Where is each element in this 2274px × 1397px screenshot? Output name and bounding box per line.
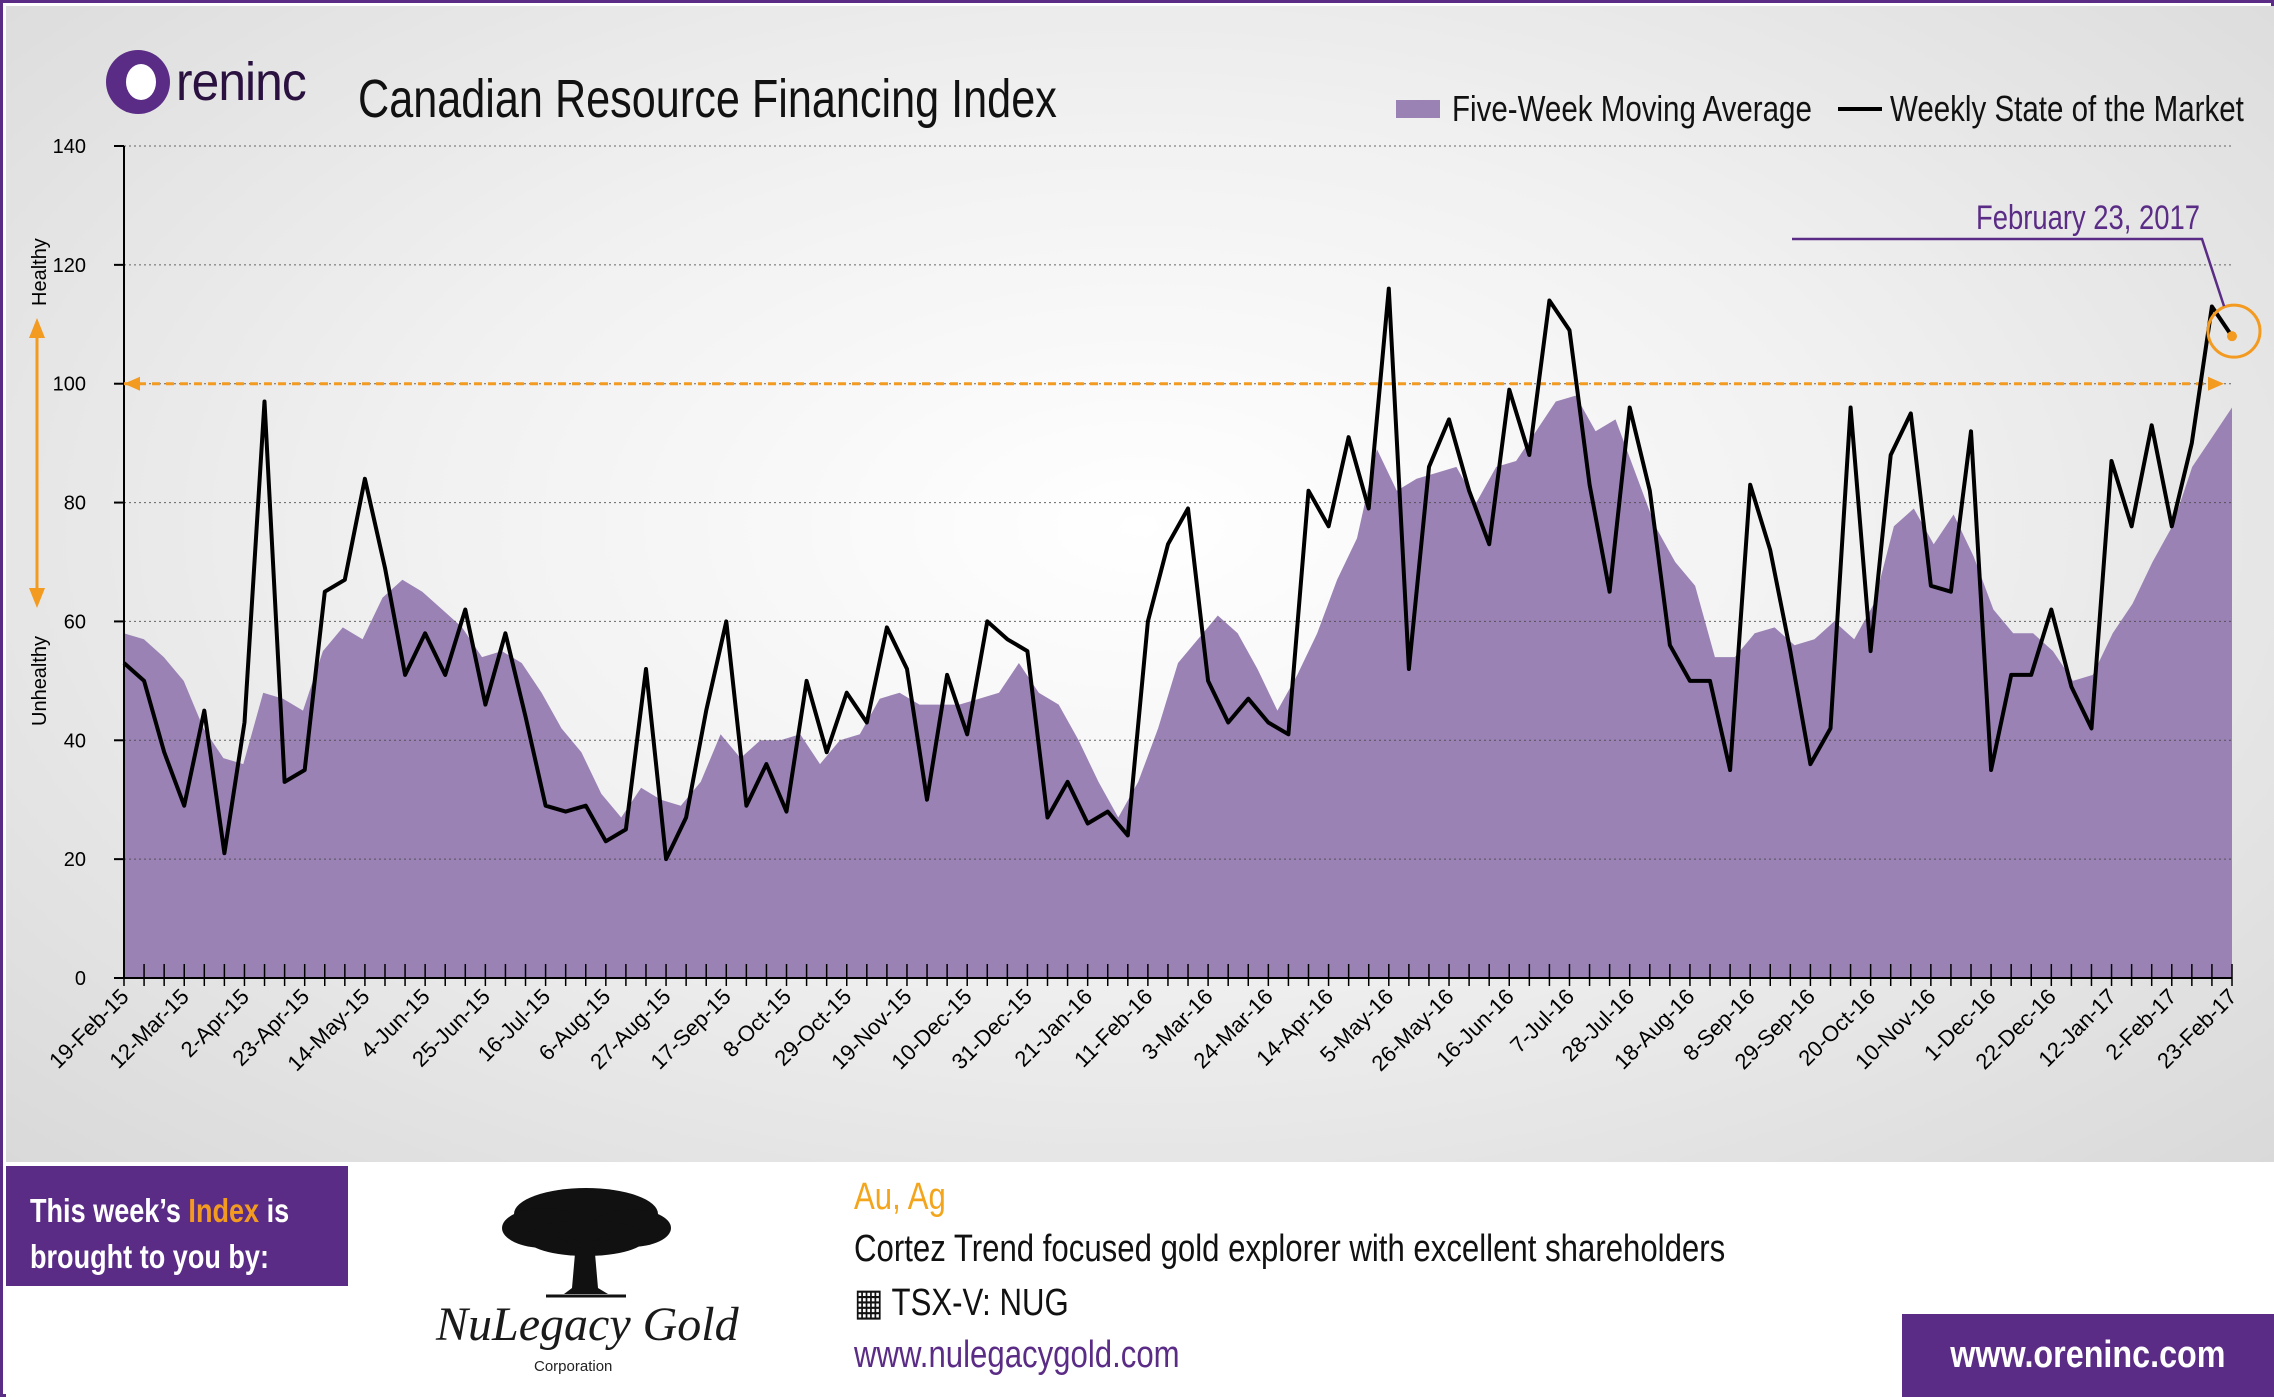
legend-area: Five-Week Moving Average [1396,88,1891,130]
latest-point-dot [2227,331,2237,342]
threshold-arrow-left [124,376,140,391]
unhealthy-label: Unhealthy [29,636,51,726]
legend-line-label: Weekly State of the Market [1890,88,2244,129]
y-tick-label: 120 [53,255,86,277]
y-tick-label: 0 [75,968,86,990]
sponsor-line-1: This week’s Index is [30,1192,290,1229]
chart-area: 0 20 40 60 80 100 120 140 19-Feb-15 12-Mar-15 2-Ap… [6,6,2274,1162]
y-tick-label: 100 [53,374,86,396]
threshold-arrow-right [2208,376,2224,391]
annotation-leader [1792,237,2226,307]
y-tick-label: 80 [64,493,86,515]
legend-line-swatch [1838,107,1882,111]
legend-line: Weekly State of the Market [1838,88,2274,130]
annotation-date: February 23, 2017 [1976,199,2200,237]
company-subtitle: Corporation [534,1358,613,1375]
y-tick-label: 140 [53,136,86,158]
moving-average-area [124,395,2232,979]
oreninc-url-link[interactable]: www.oreninc.com [1902,1314,2274,1397]
health-arrow-down [29,588,45,608]
weekly-state-line [122,286,2234,862]
healthy-label: Healthy [29,238,51,306]
legend-area-swatch [1396,100,1440,118]
chart-title: Canadian Resource Financing Index [358,69,1057,129]
company-description: Cortez Trend focused gold explorer with … [854,1228,1726,1270]
sponsor-footer: This week’s Index is brought to you by: … [6,1162,2274,1397]
ticker-chart-icon: ▦ [854,1282,892,1324]
legend-area-label: Five-Week Moving Average [1452,88,1812,129]
oreninc-logo-icon [106,50,170,114]
oreninc-logo: reninc [106,50,317,114]
company-url-link[interactable]: www.nulegacygold.com [854,1334,1180,1376]
oreninc-brand: reninc [176,52,307,112]
health-arrow-up [29,318,45,338]
sponsor-line-2: brought to you by: [30,1238,269,1275]
chart-svg: 02040608010012014019-Feb-1512-Mar-152-Ap… [29,136,2262,1076]
y-tick-label: 40 [64,730,86,752]
y-tick-label: 60 [64,611,86,633]
sponsor-box: This week’s Index is brought to you by: [6,1166,348,1286]
latest-point-ring [2206,303,2262,359]
company-metals: Au, Ag [854,1176,946,1218]
company-name: NuLegacy Gold [436,1298,739,1351]
y-tick-label: 20 [64,849,86,871]
company-ticker: ▦ TSX-V: NUG [854,1282,1069,1324]
tree-logo-icon [502,1188,671,1298]
